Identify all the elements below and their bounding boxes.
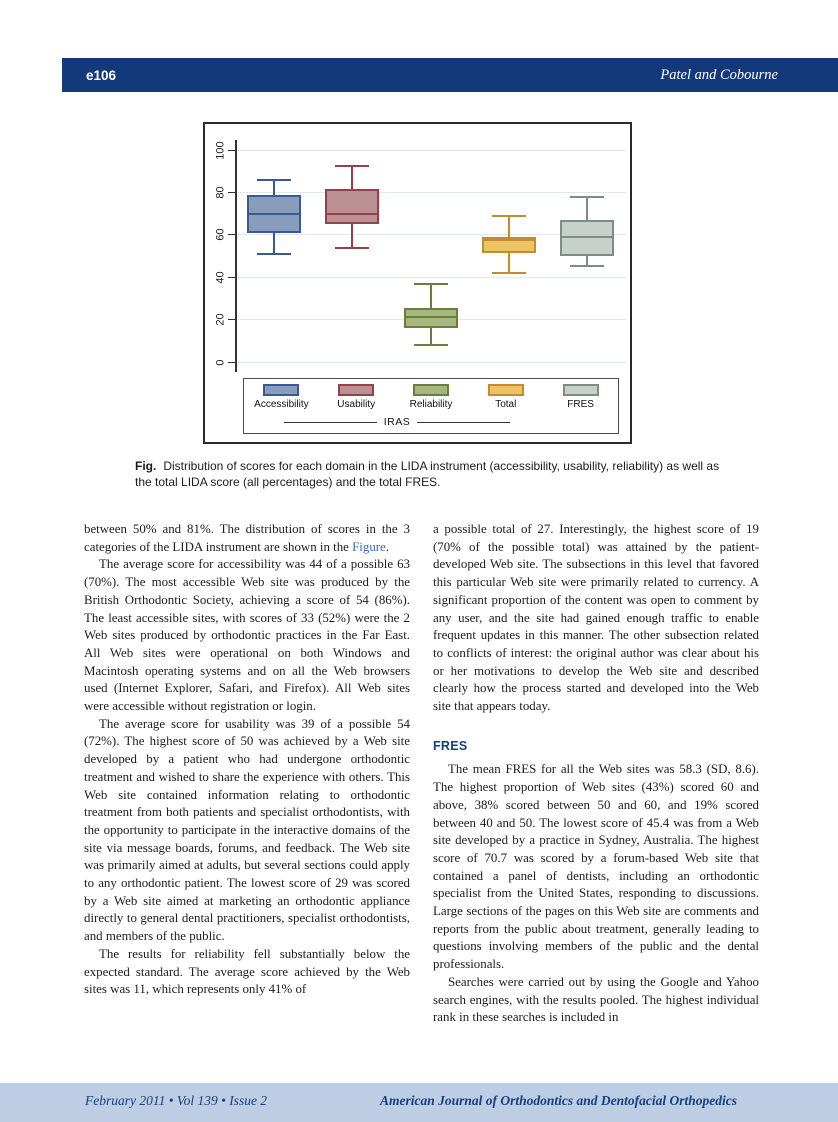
legend-group-label: IRAS bbox=[383, 416, 411, 428]
legend-swatch bbox=[487, 384, 524, 396]
bracket-line-left bbox=[284, 421, 377, 423]
y-axis-line bbox=[235, 140, 237, 372]
whisker-cap-max bbox=[257, 178, 292, 181]
y-axis-tick bbox=[228, 234, 235, 236]
median-line bbox=[247, 212, 302, 215]
paragraph: a possible total of 27. Interestingly, t… bbox=[433, 522, 759, 714]
y-axis-tick-label: 100 bbox=[214, 140, 227, 160]
legend-item-fres: FRES bbox=[543, 384, 618, 410]
figure-caption: Fig. Distribution of scores for each doma… bbox=[135, 459, 739, 490]
median-line bbox=[325, 212, 380, 215]
legend-item-accessibility: Accessibility bbox=[244, 384, 319, 410]
legend-item-total: Total bbox=[468, 384, 543, 410]
boxplot-plot-area: 0 20 40 60 80 100 bbox=[205, 124, 630, 442]
legend-swatch bbox=[263, 384, 300, 396]
paragraph: The average score for usability was 39 o… bbox=[84, 716, 410, 944]
median-line bbox=[559, 235, 614, 238]
figure-link[interactable]: Figure bbox=[352, 539, 386, 554]
legend-label: Usability bbox=[337, 399, 376, 410]
y-axis-tick bbox=[228, 191, 235, 193]
y-axis-tick-label: 60 bbox=[214, 228, 227, 241]
y-axis-tick-label: 20 bbox=[214, 313, 227, 326]
legend-label: Accessibility bbox=[254, 399, 309, 410]
journal-name: American Journal of Orthodontics and Den… bbox=[380, 1093, 738, 1108]
y-axis-tick bbox=[228, 361, 235, 363]
legend-group-bracket: IRAS bbox=[284, 416, 511, 428]
gridline bbox=[236, 149, 626, 151]
paragraph-text: between 50% and 81%. The distribution of… bbox=[84, 522, 410, 554]
paragraph: between 50% and 81%. The distribution of… bbox=[84, 521, 410, 556]
legend-swatch bbox=[562, 384, 599, 396]
y-axis-tick bbox=[228, 319, 235, 321]
right-column: a possible total of 27. Interestingly, t… bbox=[433, 521, 759, 1027]
y-axis-tick-label: 40 bbox=[214, 271, 227, 284]
legend-label: Reliability bbox=[409, 399, 453, 410]
whisker-cap-min bbox=[413, 344, 448, 347]
median-line bbox=[481, 239, 536, 242]
box-fres bbox=[559, 219, 614, 256]
y-axis-tick bbox=[228, 276, 235, 278]
y-axis-tick-label: 0 bbox=[214, 358, 227, 366]
whisker-cap-min bbox=[569, 264, 604, 267]
whisker-cap-max bbox=[413, 282, 448, 285]
y-axis-tick bbox=[228, 149, 235, 151]
paragraph: The mean FRES for all the Web sites was … bbox=[433, 762, 759, 972]
boxplot-figure: 0 20 40 60 80 100 Accessibility Usability Relia… bbox=[203, 122, 632, 444]
legend-item-usability: Usability bbox=[319, 384, 394, 410]
whisker-cap-max bbox=[335, 164, 370, 167]
gridline bbox=[236, 276, 626, 278]
legend-swatch bbox=[412, 384, 449, 396]
y-axis-tick-label: 80 bbox=[214, 186, 227, 199]
paragraph: The results for reliability fell substan… bbox=[84, 946, 410, 997]
running-head: Patel and Cobourne bbox=[660, 66, 778, 83]
whisker-cap-min bbox=[257, 252, 292, 255]
whisker-cap-min bbox=[491, 271, 526, 274]
page-footer: February 2011 • Vol 139 • Issue 2 Americ… bbox=[0, 1083, 838, 1122]
median-line bbox=[403, 316, 458, 319]
gridline bbox=[236, 234, 626, 236]
legend-swatch bbox=[338, 384, 375, 396]
page-header: e106 Patel and Cobourne bbox=[62, 58, 838, 92]
paragraph: Searches were carried out by using the G… bbox=[433, 974, 759, 1025]
figure-caption-text: Distribution of scores for each domain i… bbox=[135, 459, 720, 489]
section-heading-fres: FRES bbox=[433, 738, 468, 753]
legend-item-reliability: Reliability bbox=[394, 384, 469, 410]
whisker-cap-max bbox=[491, 214, 526, 217]
whisker-cap-max bbox=[569, 195, 604, 198]
whisker-cap-min bbox=[335, 246, 370, 249]
left-column: between 50% and 81%. The distribution of… bbox=[84, 521, 410, 999]
paragraph-text: . bbox=[385, 539, 390, 554]
legend-label: Total bbox=[495, 399, 517, 410]
gridline bbox=[236, 361, 626, 363]
issue-info: February 2011 • Vol 139 • Issue 2 bbox=[85, 1093, 268, 1108]
chart-legend-cells: Accessibility Usability Reliability Total FR… bbox=[244, 379, 618, 410]
page-number: e106 bbox=[86, 67, 117, 83]
bracket-line-right bbox=[417, 421, 511, 423]
chart-legend: Accessibility Usability Reliability Total FR… bbox=[243, 378, 619, 434]
legend-label: FRES bbox=[567, 399, 594, 410]
box-usability bbox=[325, 189, 380, 225]
paragraph: The average score for accessibility was … bbox=[84, 557, 410, 714]
figure-caption-label: Fig. bbox=[135, 459, 157, 473]
gridline bbox=[236, 191, 626, 193]
